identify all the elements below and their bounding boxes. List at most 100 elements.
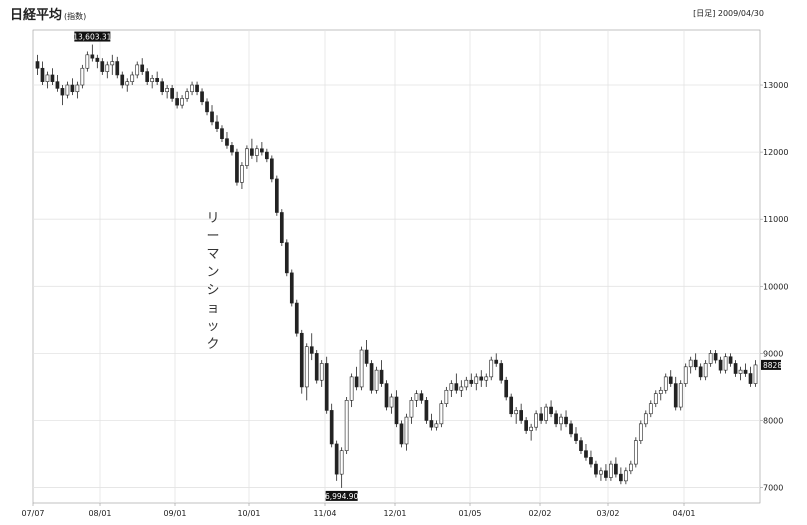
candle — [599, 467, 603, 481]
candle-body — [65, 84, 70, 96]
candle-body — [434, 423, 439, 428]
candle — [673, 376, 678, 411]
candle-body — [150, 78, 155, 82]
y-tick-label: 11000 — [763, 215, 788, 224]
candle-body — [504, 379, 509, 398]
candle-body — [688, 359, 693, 368]
candle — [200, 88, 204, 106]
candle — [703, 360, 708, 381]
candle — [389, 393, 394, 414]
x-tick-label: 08/01 — [88, 509, 111, 518]
annotation-char: ョ — [206, 301, 219, 316]
candle-body — [329, 410, 334, 445]
candle-body — [624, 470, 628, 482]
plot-frame — [32, 29, 761, 504]
candle — [454, 373, 459, 394]
candle-body — [653, 393, 658, 405]
candle — [230, 142, 234, 156]
candle-body — [409, 400, 414, 418]
candle-body — [499, 363, 504, 381]
candle — [40, 61, 45, 86]
candle — [60, 85, 65, 106]
candle-body — [205, 101, 209, 113]
candle-body — [509, 396, 514, 415]
candle — [314, 350, 319, 384]
candle — [125, 78, 130, 92]
candle-body — [604, 470, 608, 478]
candle-body — [225, 138, 229, 146]
candle — [379, 360, 384, 387]
candle-body — [648, 403, 653, 415]
candle — [190, 81, 194, 96]
period-date-label: [日足] 2009/04/30 — [693, 9, 764, 18]
candle — [459, 380, 464, 397]
y-tick-label: 13000 — [763, 81, 788, 90]
candle-body — [130, 74, 135, 82]
candle-body — [40, 67, 45, 82]
candle — [394, 390, 399, 428]
candle — [329, 403, 334, 448]
candle-body — [564, 416, 568, 425]
candle-body — [424, 400, 429, 421]
candle-body — [379, 369, 384, 384]
candle-body — [85, 54, 90, 69]
candle-body — [195, 84, 199, 93]
candle — [185, 88, 189, 102]
candle — [668, 370, 673, 387]
candle-body — [614, 463, 618, 475]
candle-body — [599, 470, 603, 475]
candle — [155, 71, 160, 86]
candle — [713, 350, 718, 364]
candle-body — [698, 366, 703, 378]
candle-body — [145, 71, 150, 82]
candle — [683, 363, 688, 387]
candle-body — [514, 410, 519, 415]
candle-body — [294, 302, 299, 334]
candle — [384, 380, 389, 411]
candle — [135, 61, 140, 79]
candle-body — [394, 396, 399, 425]
candle — [554, 410, 558, 428]
candle — [339, 447, 344, 488]
chart-title: 日経平均 (指数) — [10, 4, 86, 23]
x-tick-label: 10/01 — [237, 509, 260, 518]
candle-body — [638, 423, 643, 441]
candle — [180, 95, 184, 109]
candle — [90, 44, 95, 62]
candle-body — [55, 81, 60, 89]
candle-body — [80, 67, 85, 86]
candle-body — [220, 128, 224, 139]
candle — [205, 98, 209, 116]
candle-body — [419, 393, 424, 401]
candle-body — [135, 64, 140, 76]
candle-body — [45, 74, 50, 82]
candle — [274, 175, 279, 216]
candle-body — [245, 148, 249, 166]
candle — [609, 460, 613, 481]
candle — [638, 420, 643, 444]
y-tick-label: 8000 — [763, 416, 783, 425]
candle — [569, 420, 573, 438]
candle — [245, 145, 249, 169]
candle — [479, 370, 484, 387]
candle — [120, 71, 125, 89]
candle-body — [733, 363, 738, 374]
candle — [648, 400, 653, 418]
candle — [349, 373, 354, 408]
candle-body — [454, 383, 459, 391]
candle — [619, 467, 623, 485]
candle — [85, 51, 90, 72]
candle — [718, 356, 723, 374]
candle-body — [633, 440, 638, 465]
candle — [344, 396, 349, 455]
candle-body — [299, 332, 304, 388]
candle-body — [120, 74, 125, 86]
candle-body — [215, 121, 219, 129]
candle-body — [260, 148, 264, 153]
annotation-char: ッ — [206, 319, 219, 334]
candle — [728, 353, 733, 367]
candle-body — [289, 272, 294, 304]
candle-body — [464, 379, 469, 388]
candle-body — [469, 379, 474, 384]
candle — [240, 162, 244, 190]
